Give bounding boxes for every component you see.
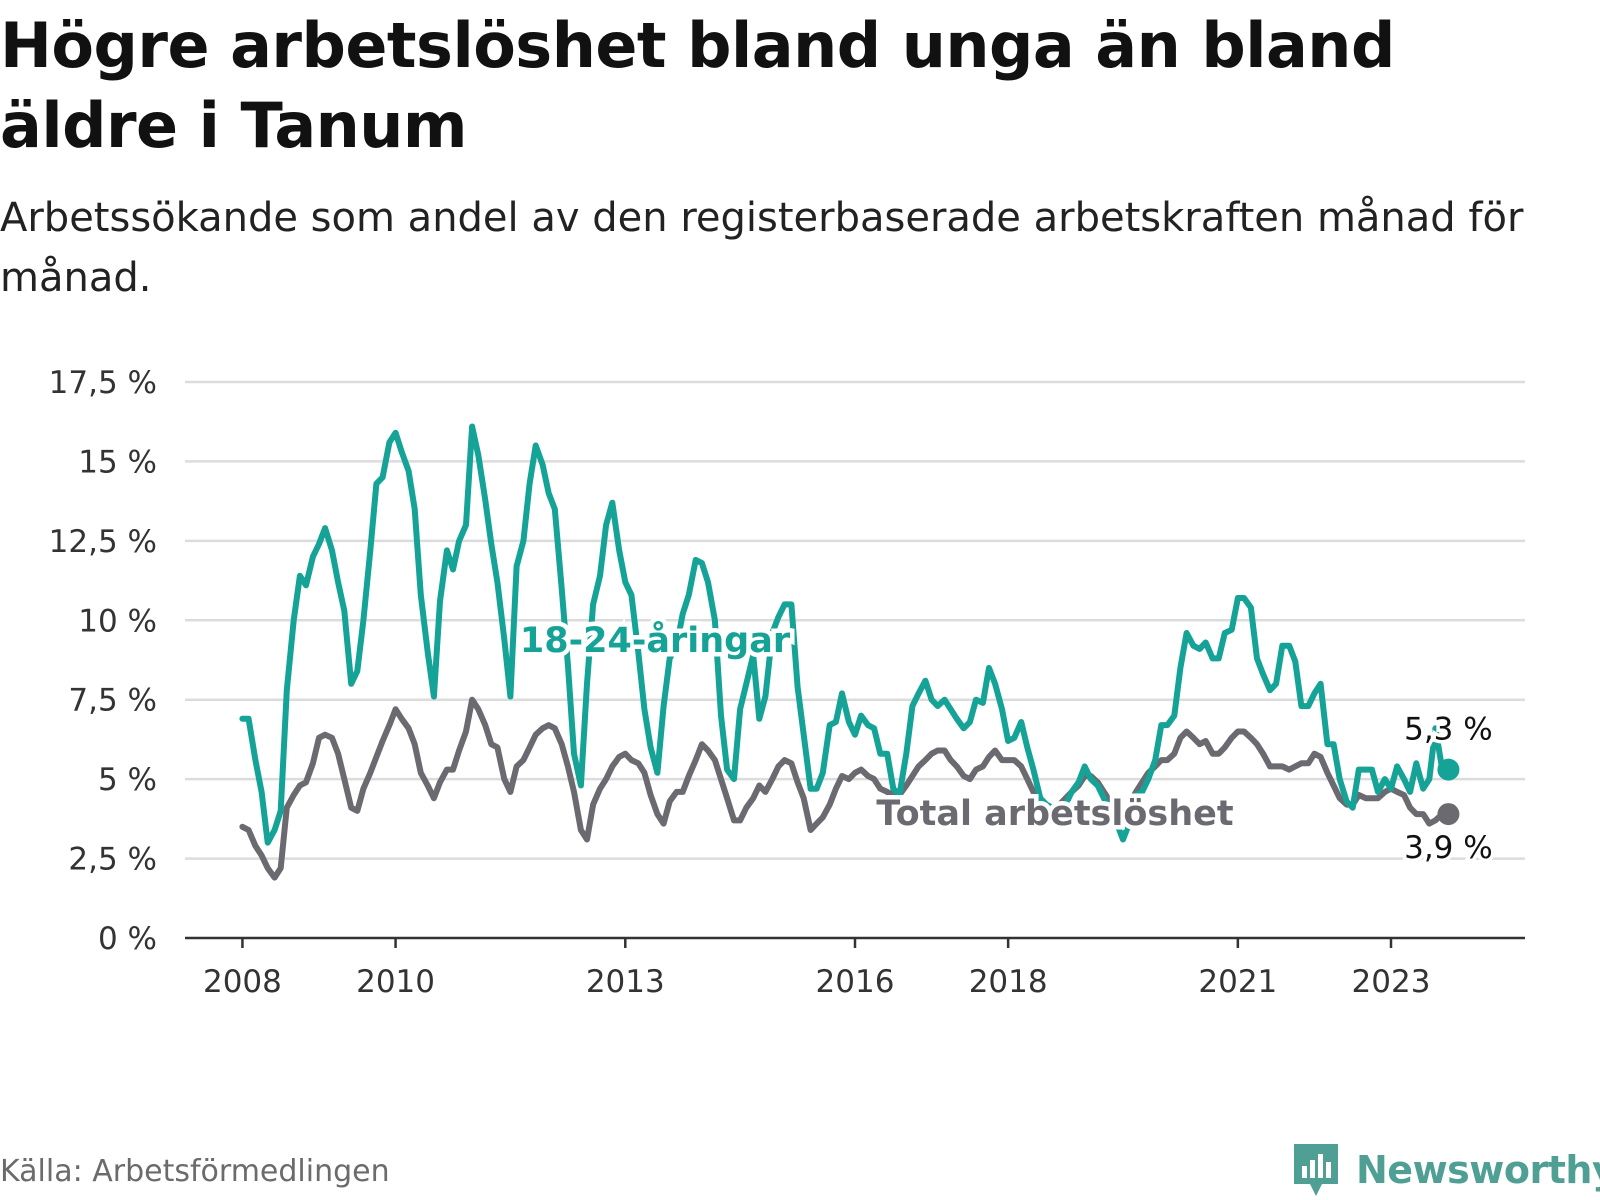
youth-series-label: 18-24-åringar [520, 620, 791, 661]
y-tick-label: 15 % [78, 444, 157, 480]
x-tick-label: 2016 [816, 964, 895, 1000]
y-tick-label: 10 % [78, 603, 157, 639]
newsworthy-logo-icon [1294, 1144, 1338, 1196]
total-series-label: Total arbetslöshet [876, 794, 1233, 834]
youth-end-marker [1437, 758, 1460, 781]
x-tick-label: 2013 [586, 964, 665, 1000]
chart-title: Högre arbetslöshet bland unga än bland ä… [0, 9, 1395, 162]
y-tick-label: 17,5 % [49, 365, 157, 401]
total-series-line [239, 696, 1452, 881]
total-end-marker [1437, 803, 1460, 826]
source-note: Källa: Arbetsförmedlingen [0, 1154, 390, 1189]
y-tick-label: 5 % [98, 762, 157, 798]
x-tick-label: 2021 [1198, 964, 1277, 1000]
x-tick-label: 2018 [969, 964, 1048, 1000]
x-tick-label: 2023 [1352, 964, 1431, 1000]
youth-end-value-label: 5,3 % [1404, 712, 1493, 748]
y-tick-label: 7,5 % [68, 683, 157, 719]
total-end-value-label: 3,9 % [1404, 830, 1493, 866]
newsworthy-logo[interactable]: Newsworthy [1290, 1140, 1600, 1200]
chart-subtitle: Arbetssökande som andel av den registerb… [0, 195, 1524, 301]
x-tick-label: 2010 [356, 964, 435, 1000]
youth-series-line [239, 423, 1452, 846]
x-tick-label: 2008 [203, 964, 282, 1000]
y-tick-label: 0 % [98, 921, 157, 957]
y-tick-label: 12,5 % [49, 524, 157, 560]
y-tick-label: 2,5 % [68, 842, 157, 878]
newsworthy-logo-text: Newsworthy [1356, 1148, 1600, 1192]
